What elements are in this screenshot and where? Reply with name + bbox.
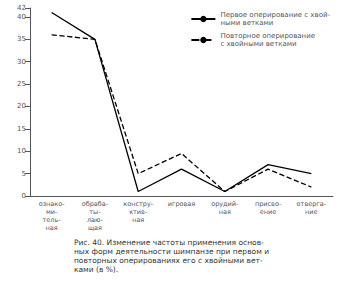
svg-text:отверга-: отверга-: [297, 200, 327, 208]
svg-text:констру-: констру-: [123, 200, 153, 208]
svg-text:орудий-: орудий-: [211, 200, 239, 208]
svg-text:Рис. 40. Изменение частоты при: Рис. 40. Изменение частоты применения ос…: [74, 238, 264, 247]
svg-text:Первое оперирование с хвой-: Первое оперирование с хвой-: [220, 11, 330, 19]
svg-text:5: 5: [22, 170, 26, 178]
svg-text:10: 10: [17, 147, 26, 155]
svg-text:20: 20: [17, 102, 26, 110]
svg-text:ми-: ми-: [46, 208, 58, 216]
svg-text:30: 30: [17, 58, 26, 66]
svg-text:ных форм деятельности шимпанзе: ных форм деятельности шимпанзе при перво…: [74, 247, 269, 256]
svg-text:ная: ная: [46, 224, 58, 232]
svg-text:с хвойными ветками: с хвойными ветками: [220, 40, 296, 48]
svg-text:ными ветками: ными ветками: [220, 19, 273, 27]
svg-text:ная: ная: [219, 208, 231, 216]
svg-text:Повторное оперирование: Повторное оперирование: [220, 32, 315, 40]
svg-text:ение: ение: [260, 208, 276, 216]
svg-text:40: 40: [17, 13, 26, 21]
svg-text:ознако-: ознако-: [39, 200, 66, 208]
svg-text:0: 0: [22, 192, 26, 200]
svg-text:ние: ние: [305, 208, 317, 216]
svg-text:ты-: ты-: [89, 208, 101, 216]
svg-text:тель-: тель-: [43, 216, 62, 224]
svg-text:15: 15: [17, 125, 26, 133]
svg-text:35: 35: [17, 35, 26, 43]
svg-text:ная: ная: [132, 216, 144, 224]
svg-text:присво-: присво-: [255, 200, 282, 208]
svg-text:ктив-: ктив-: [129, 208, 148, 216]
svg-text:игровая: игровая: [168, 200, 196, 208]
svg-text:42: 42: [17, 4, 26, 12]
svg-text:обраба-: обраба-: [82, 200, 109, 208]
svg-text:повторных оперированиях его с: повторных оперированиях его с хвойными в…: [74, 256, 263, 265]
svg-text:щая: щая: [88, 224, 102, 232]
svg-text:лаю-: лаю-: [87, 216, 104, 224]
svg-text:25: 25: [17, 80, 26, 88]
svg-text:ками (в %).: ками (в %).: [74, 265, 118, 274]
